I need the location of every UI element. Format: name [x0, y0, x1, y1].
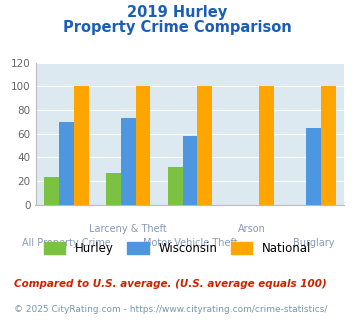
Bar — [121, 118, 136, 205]
Bar — [136, 86, 151, 205]
Bar — [168, 167, 182, 205]
Bar — [259, 86, 274, 205]
Text: All Property Crime: All Property Crime — [22, 238, 111, 248]
Legend: Hurley, Wisconsin, National: Hurley, Wisconsin, National — [40, 239, 315, 259]
Text: © 2025 CityRating.com - https://www.cityrating.com/crime-statistics/: © 2025 CityRating.com - https://www.city… — [14, 305, 328, 314]
Bar — [44, 178, 59, 205]
Text: Larceny & Theft: Larceny & Theft — [89, 224, 167, 234]
Text: Compared to U.S. average. (U.S. average equals 100): Compared to U.S. average. (U.S. average … — [14, 279, 327, 289]
Text: Burglary: Burglary — [293, 238, 334, 248]
Bar — [106, 173, 121, 205]
Bar — [74, 86, 89, 205]
Bar — [197, 86, 212, 205]
Text: Arson: Arson — [238, 224, 266, 234]
Text: 2019 Hurley: 2019 Hurley — [127, 5, 228, 20]
Bar — [306, 128, 321, 205]
Bar — [59, 122, 74, 205]
Bar — [182, 136, 197, 205]
Bar — [321, 86, 336, 205]
Text: Property Crime Comparison: Property Crime Comparison — [63, 20, 292, 35]
Text: Motor Vehicle Theft: Motor Vehicle Theft — [143, 238, 237, 248]
